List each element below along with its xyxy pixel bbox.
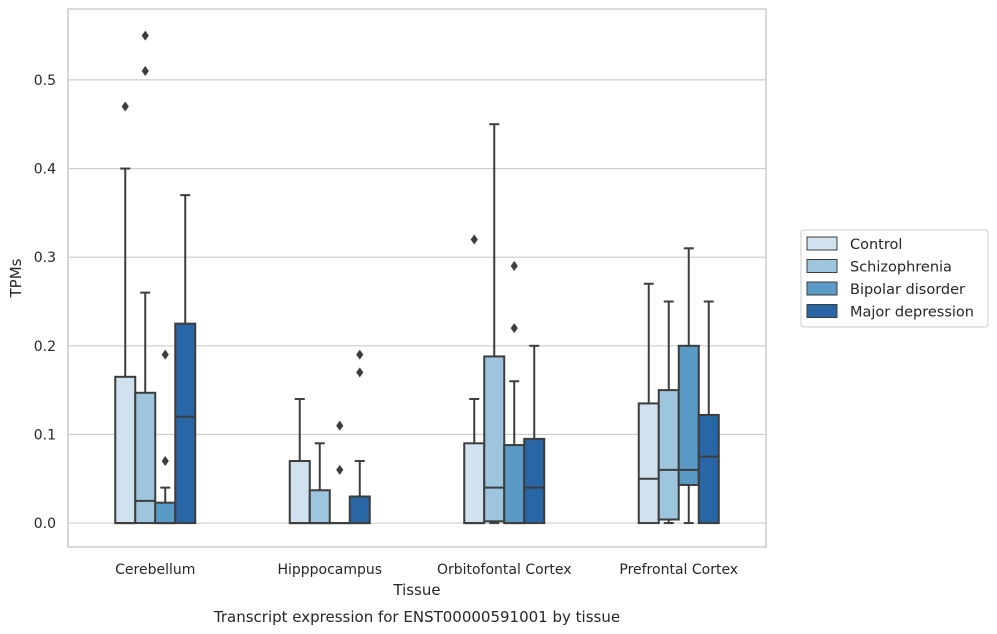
y-tick-label: 0.4 — [34, 162, 56, 178]
y-axis-label: TPMs — [7, 258, 25, 298]
box-control — [463, 234, 486, 525]
box-body — [348, 495, 371, 525]
outlier-point — [336, 420, 344, 431]
box-body — [308, 489, 331, 525]
outlier-point — [356, 349, 364, 360]
box-body — [463, 442, 486, 525]
legend-label: Bipolar disorder — [850, 282, 965, 298]
outlier-point — [510, 261, 518, 272]
x-tick-label: Hipppocampus — [277, 562, 382, 578]
x-tick-label: Cerebellum — [115, 562, 195, 578]
plot-frame — [67, 8, 767, 548]
legend-label: Schizophrenia — [850, 260, 952, 276]
box-schizophrenia — [308, 442, 331, 525]
box-body — [523, 437, 546, 525]
box-body — [114, 375, 137, 525]
x-tick-label: Orbitofontal Cortex — [437, 562, 572, 578]
y-tick-label: 0.0 — [34, 516, 56, 532]
y-tick-label: 0.2 — [34, 339, 56, 355]
outlier-point — [510, 323, 518, 334]
box-body — [154, 501, 177, 525]
box-body — [677, 344, 700, 486]
y-axis-ticks: 0.0 0.1 0.2 0.3 0.4 0.5 — [34, 73, 56, 532]
x-axis-ticks: Cerebellum Hipppocampus Orbitofontal Corte… — [115, 562, 738, 578]
box-body — [483, 355, 506, 523]
y-tick-label: 0.3 — [34, 250, 56, 266]
box-schizophrenia — [657, 300, 680, 525]
box-major-depression — [174, 194, 197, 525]
box-body — [288, 460, 311, 525]
x-tick-label: Prefrontal Cortex — [619, 562, 738, 578]
outlier-point — [161, 456, 169, 467]
outlier-point — [336, 464, 344, 475]
box-control — [288, 397, 311, 525]
outlier-point — [356, 367, 364, 378]
chart-caption: Transcript expression for ENST0000059100… — [213, 608, 620, 626]
legend-frame — [800, 229, 989, 328]
outlier-point — [141, 30, 149, 41]
box-schizophrenia — [134, 30, 157, 525]
legend-swatch — [806, 236, 838, 251]
box-major-depression — [348, 349, 371, 525]
box-body — [503, 444, 526, 525]
legend-swatch — [806, 259, 838, 273]
box-major-depression — [697, 300, 720, 525]
legend-label: Major depression — [850, 305, 974, 321]
legend-label: Control — [850, 237, 902, 253]
box-body — [657, 389, 680, 521]
box-body — [174, 322, 197, 525]
box-control — [637, 282, 660, 525]
x-axis-label: Tissue — [392, 581, 440, 599]
box-bipolar-disorder — [677, 247, 700, 525]
box-control — [114, 101, 137, 525]
legend-swatch — [806, 281, 838, 296]
box-schizophrenia — [483, 123, 506, 525]
outlier-point — [161, 349, 169, 360]
boxes-layer — [114, 30, 720, 525]
outlier-point — [121, 101, 129, 112]
box-major-depression — [523, 344, 546, 525]
box-bipolar-disorder — [154, 349, 177, 525]
legend: Control Schizophrenia Bipolar disorder Majo… — [800, 229, 989, 328]
box-body — [697, 413, 720, 525]
y-tick-label: 0.1 — [34, 427, 56, 443]
outlier-point — [141, 66, 149, 77]
y-tick-label: 0.5 — [34, 73, 56, 89]
box-body — [637, 402, 660, 525]
outlier-point — [470, 234, 478, 245]
box-body — [134, 391, 157, 525]
box-bipolar-disorder — [503, 261, 526, 525]
legend-swatch — [806, 304, 838, 318]
box-bipolar-disorder — [328, 420, 351, 525]
